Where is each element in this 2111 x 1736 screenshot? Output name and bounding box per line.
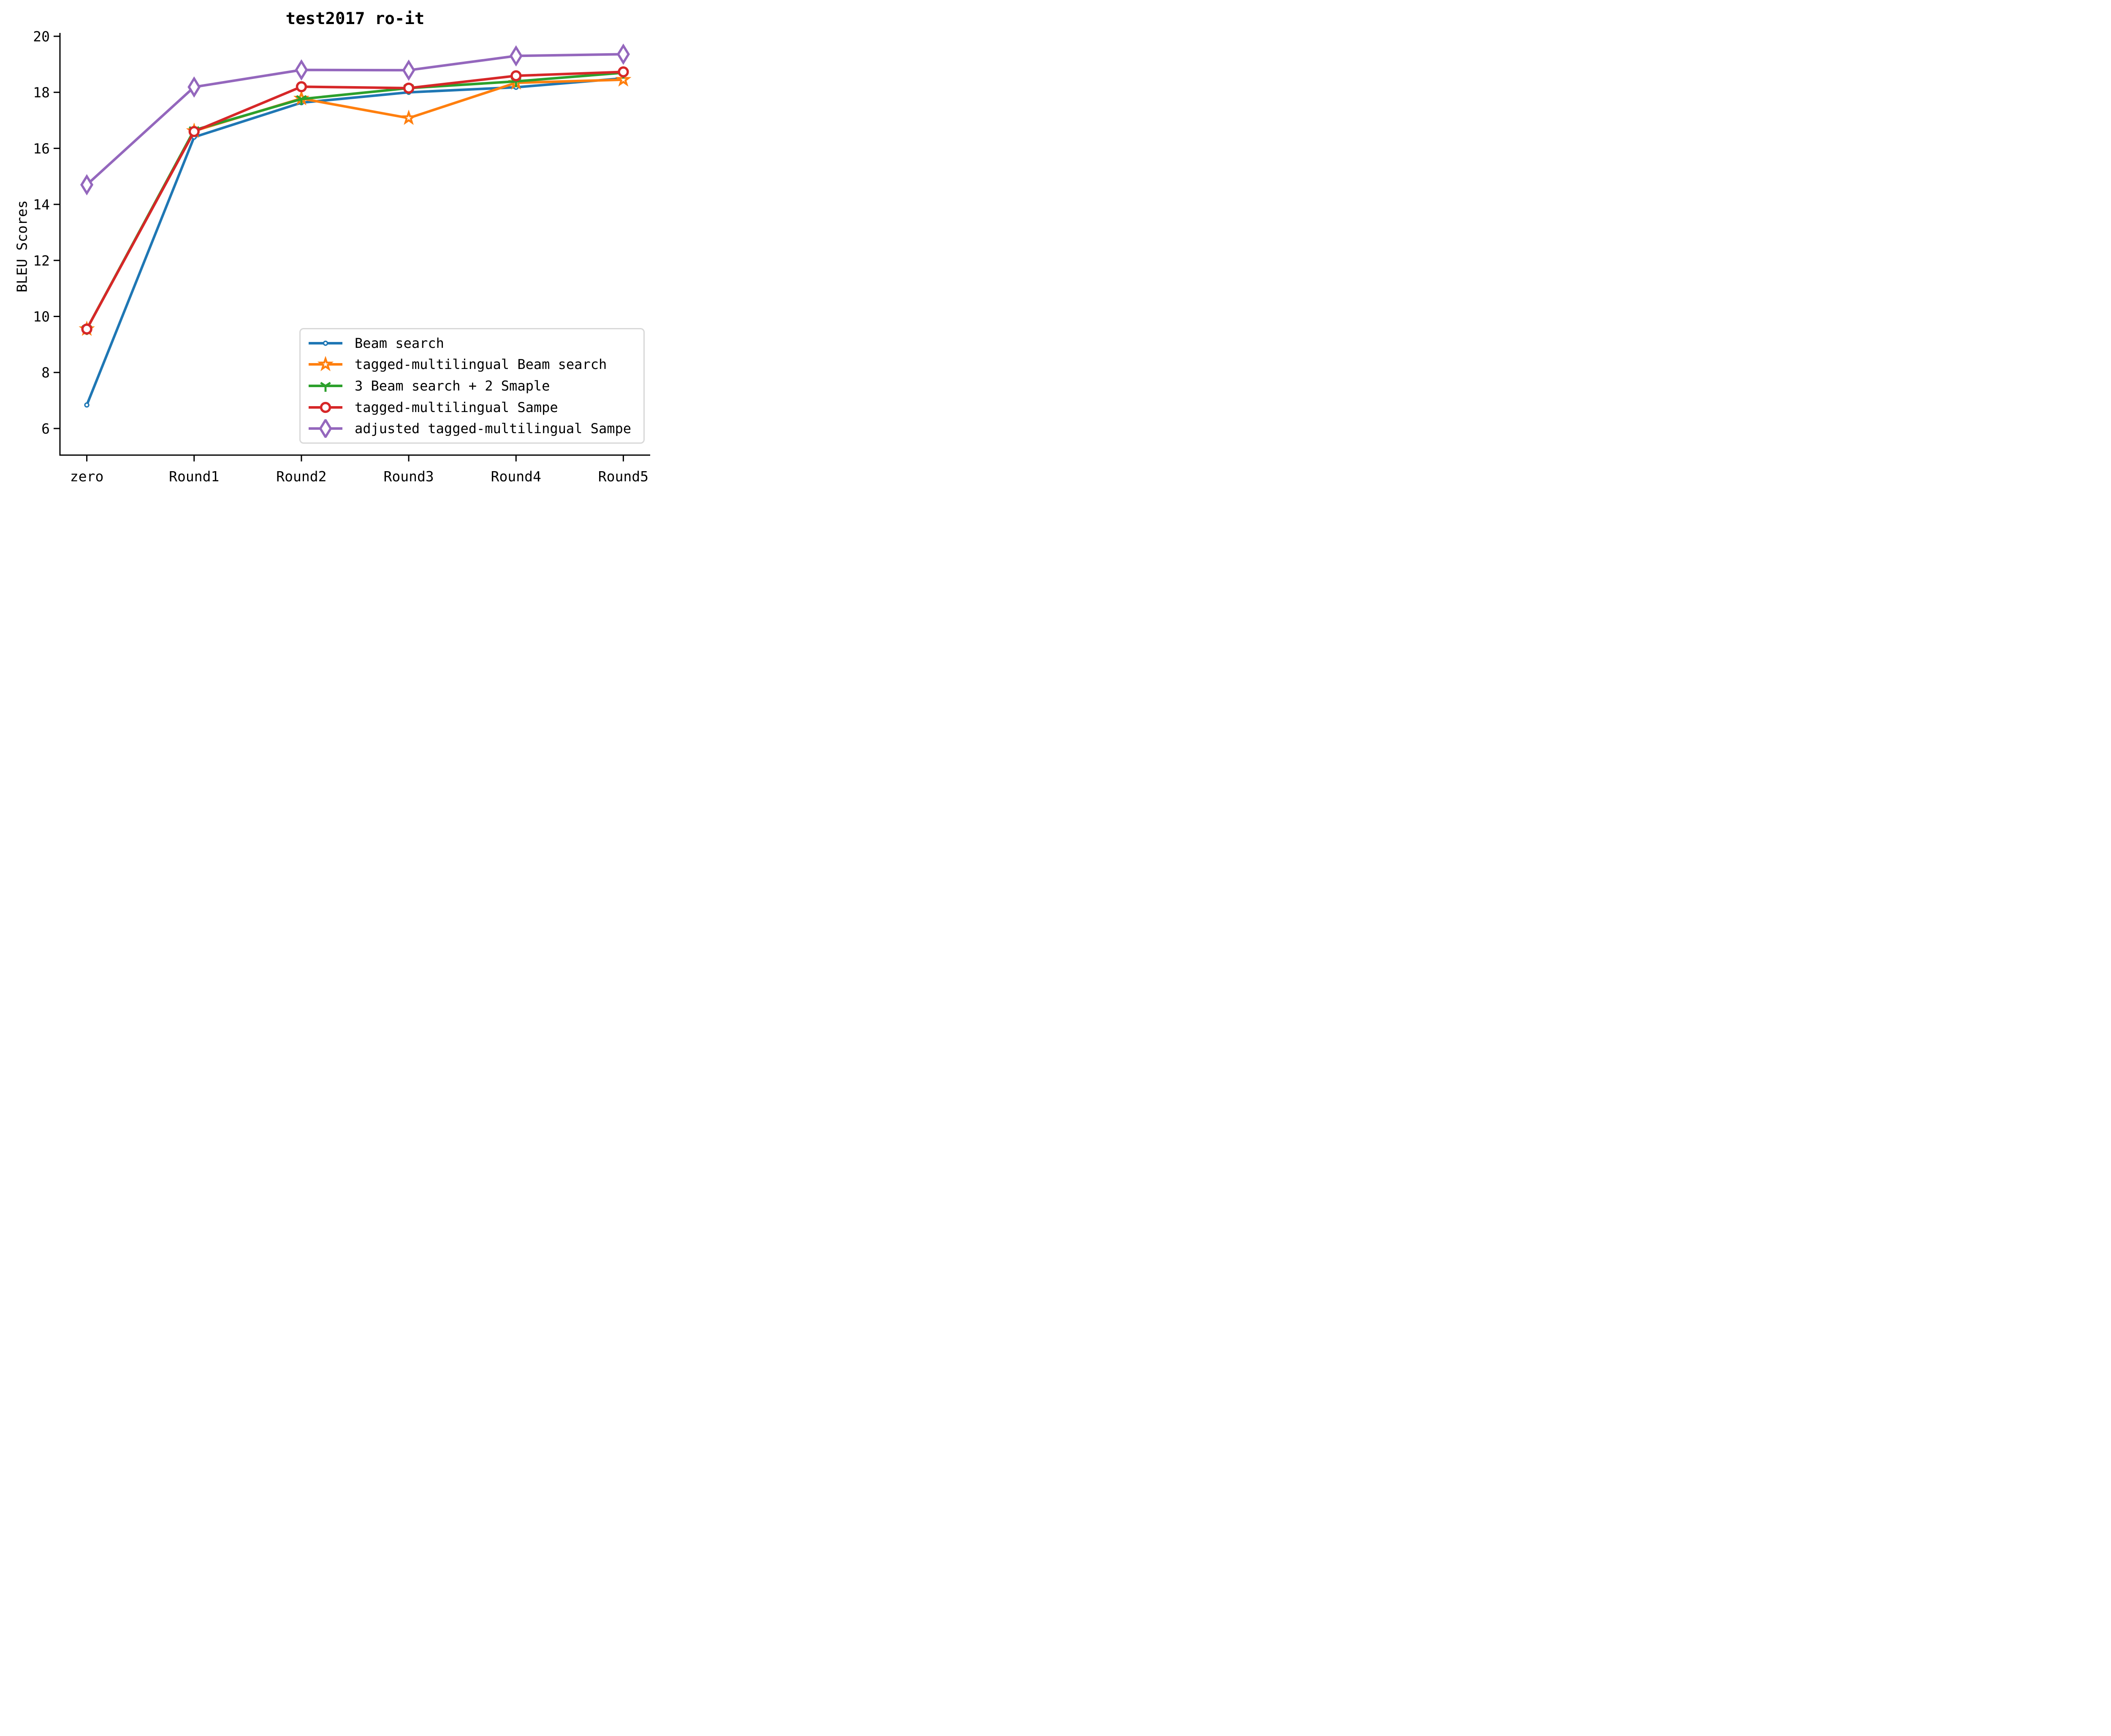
- legend-item: adjusted tagged-multilingual Sampe: [308, 418, 643, 439]
- x-tick-label: zero: [70, 468, 103, 485]
- marker-star: [317, 356, 334, 372]
- y-tick-label: 10: [33, 309, 50, 325]
- marker-diamond-thin: [509, 45, 523, 67]
- marker-circle-large: [403, 82, 415, 94]
- y-tick-label: 18: [33, 84, 50, 101]
- marker-circle-large: [296, 81, 307, 92]
- series-line: [85, 77, 624, 406]
- marker-diamond-thin: [616, 43, 630, 65]
- marker-diamond-thin: [295, 59, 308, 81]
- legend-item-label: tagged-multilingual Beam search: [355, 356, 607, 373]
- marker-circle-large: [320, 401, 331, 413]
- y-tick-label: 12: [33, 252, 50, 269]
- legend-sample: [309, 401, 342, 413]
- legend-item: 3 Beam search + 2 Smaple: [308, 376, 643, 396]
- legend-item: Beam search: [308, 333, 643, 353]
- figure-root: test2017 ro-it BLEU Scores 6 8 10 12 14 16 18 2…: [0, 0, 662, 489]
- x-tick-label: Round3: [383, 468, 434, 485]
- legend-sample: [309, 382, 342, 392]
- legend: Beam search tagged-multilingual Beam sear…: [299, 328, 645, 444]
- marker-diamond-thin: [187, 76, 201, 98]
- chart-title: test2017 ro-it: [285, 9, 425, 28]
- x-tick-label: Round5: [598, 468, 648, 485]
- marker-diamond-thin: [319, 419, 332, 438]
- y-tick-label: 14: [33, 196, 50, 213]
- series-tagged-multilingual-beam-search: [79, 71, 632, 336]
- marker-circle-small: [323, 340, 328, 346]
- series-line: [85, 71, 624, 330]
- marker-circle-large: [188, 126, 200, 137]
- plot-area: 6 8 10 12 14 16 18 20 zero Round1 Round2 Round3 Roun…: [33, 28, 650, 485]
- marker-diamond-thin: [402, 60, 415, 81]
- legend-item-label: 3 Beam search + 2 Smaple: [355, 377, 550, 394]
- marker-circle-large: [81, 323, 92, 335]
- marker-circle-small: [84, 402, 90, 408]
- series-line: [86, 53, 624, 186]
- legend-item: tagged-multilingual Beam search: [308, 354, 643, 374]
- legend-item: tagged-multilingual Sampe: [308, 397, 643, 418]
- legend-sample: [309, 340, 342, 346]
- marker-diamond-thin: [80, 174, 94, 195]
- series-tagged-multilingual-sampe: [81, 66, 629, 335]
- x-tick-label: Round2: [276, 468, 326, 485]
- marker-star: [615, 71, 632, 87]
- marker-tri-down: [320, 382, 331, 392]
- y-tick-label: 20: [33, 28, 50, 45]
- marker-circle-large: [510, 70, 522, 81]
- marker-star: [401, 109, 417, 125]
- marker-tri-down: [296, 95, 307, 105]
- legend-item-label: tagged-multilingual Sampe: [355, 399, 558, 415]
- legend-sample: [309, 356, 342, 372]
- x-tick-label: Round4: [491, 468, 541, 485]
- legend-item-label: adjusted tagged-multilingual Sampe: [355, 420, 632, 437]
- y-tick-label: 16: [33, 140, 50, 157]
- x-tick-label: Round1: [169, 468, 219, 485]
- legend-sample: [309, 419, 342, 438]
- marker-circle-large: [618, 66, 629, 78]
- legend-item-label: Beam search: [355, 335, 444, 351]
- y-tick-label: 6: [41, 420, 50, 437]
- axis-spines: [59, 33, 650, 456]
- y-tick-label: 8: [41, 364, 50, 381]
- series-adjusted-tagged-multilingual-sampe: [80, 43, 630, 195]
